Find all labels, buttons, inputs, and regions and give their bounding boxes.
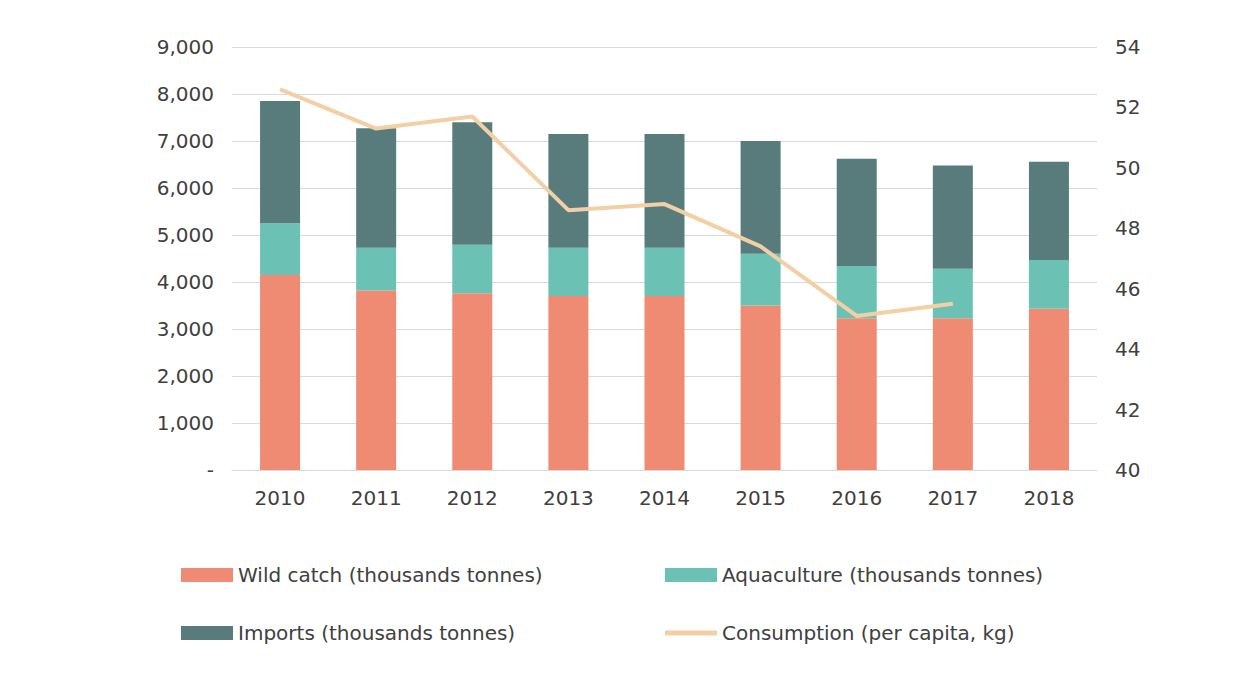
svg-text:2014: 2014 bbox=[639, 486, 690, 510]
svg-text:7,000: 7,000 bbox=[157, 129, 214, 153]
svg-text:3,000: 3,000 bbox=[157, 317, 214, 341]
svg-text:54: 54 bbox=[1115, 35, 1140, 59]
svg-text:48: 48 bbox=[1115, 216, 1140, 240]
svg-text:42: 42 bbox=[1115, 398, 1140, 422]
svg-text:40: 40 bbox=[1115, 458, 1140, 482]
svg-text:46: 46 bbox=[1115, 277, 1140, 301]
svg-text:Aquaculture (thousands tonnes): Aquaculture (thousands tonnes) bbox=[722, 563, 1043, 587]
svg-text:6,000: 6,000 bbox=[157, 176, 214, 200]
svg-text:2012: 2012 bbox=[447, 486, 498, 510]
svg-text:52: 52 bbox=[1115, 95, 1140, 119]
svg-text:Consumption (per capita, kg): Consumption (per capita, kg) bbox=[722, 621, 1015, 645]
svg-text:2,000: 2,000 bbox=[157, 364, 214, 388]
svg-text:2011: 2011 bbox=[351, 486, 402, 510]
svg-text:Wild catch (thousands tonnes): Wild catch (thousands tonnes) bbox=[238, 563, 543, 587]
svg-text:2017: 2017 bbox=[927, 486, 978, 510]
svg-text:9,000: 9,000 bbox=[157, 35, 214, 59]
svg-text:44: 44 bbox=[1115, 337, 1140, 361]
svg-text:4,000: 4,000 bbox=[157, 270, 214, 294]
svg-text:5,000: 5,000 bbox=[157, 223, 214, 247]
svg-text:2010: 2010 bbox=[255, 486, 306, 510]
svg-text:50: 50 bbox=[1115, 156, 1140, 180]
svg-text:Imports (thousands tonnes): Imports (thousands tonnes) bbox=[238, 621, 515, 645]
svg-text:1,000: 1,000 bbox=[157, 411, 214, 435]
svg-text:2016: 2016 bbox=[831, 486, 882, 510]
svg-text:2018: 2018 bbox=[1023, 486, 1074, 510]
svg-text:2013: 2013 bbox=[543, 486, 594, 510]
svg-text:8,000: 8,000 bbox=[157, 82, 214, 106]
svg-text:2015: 2015 bbox=[735, 486, 786, 510]
svg-text:-: - bbox=[207, 458, 214, 482]
